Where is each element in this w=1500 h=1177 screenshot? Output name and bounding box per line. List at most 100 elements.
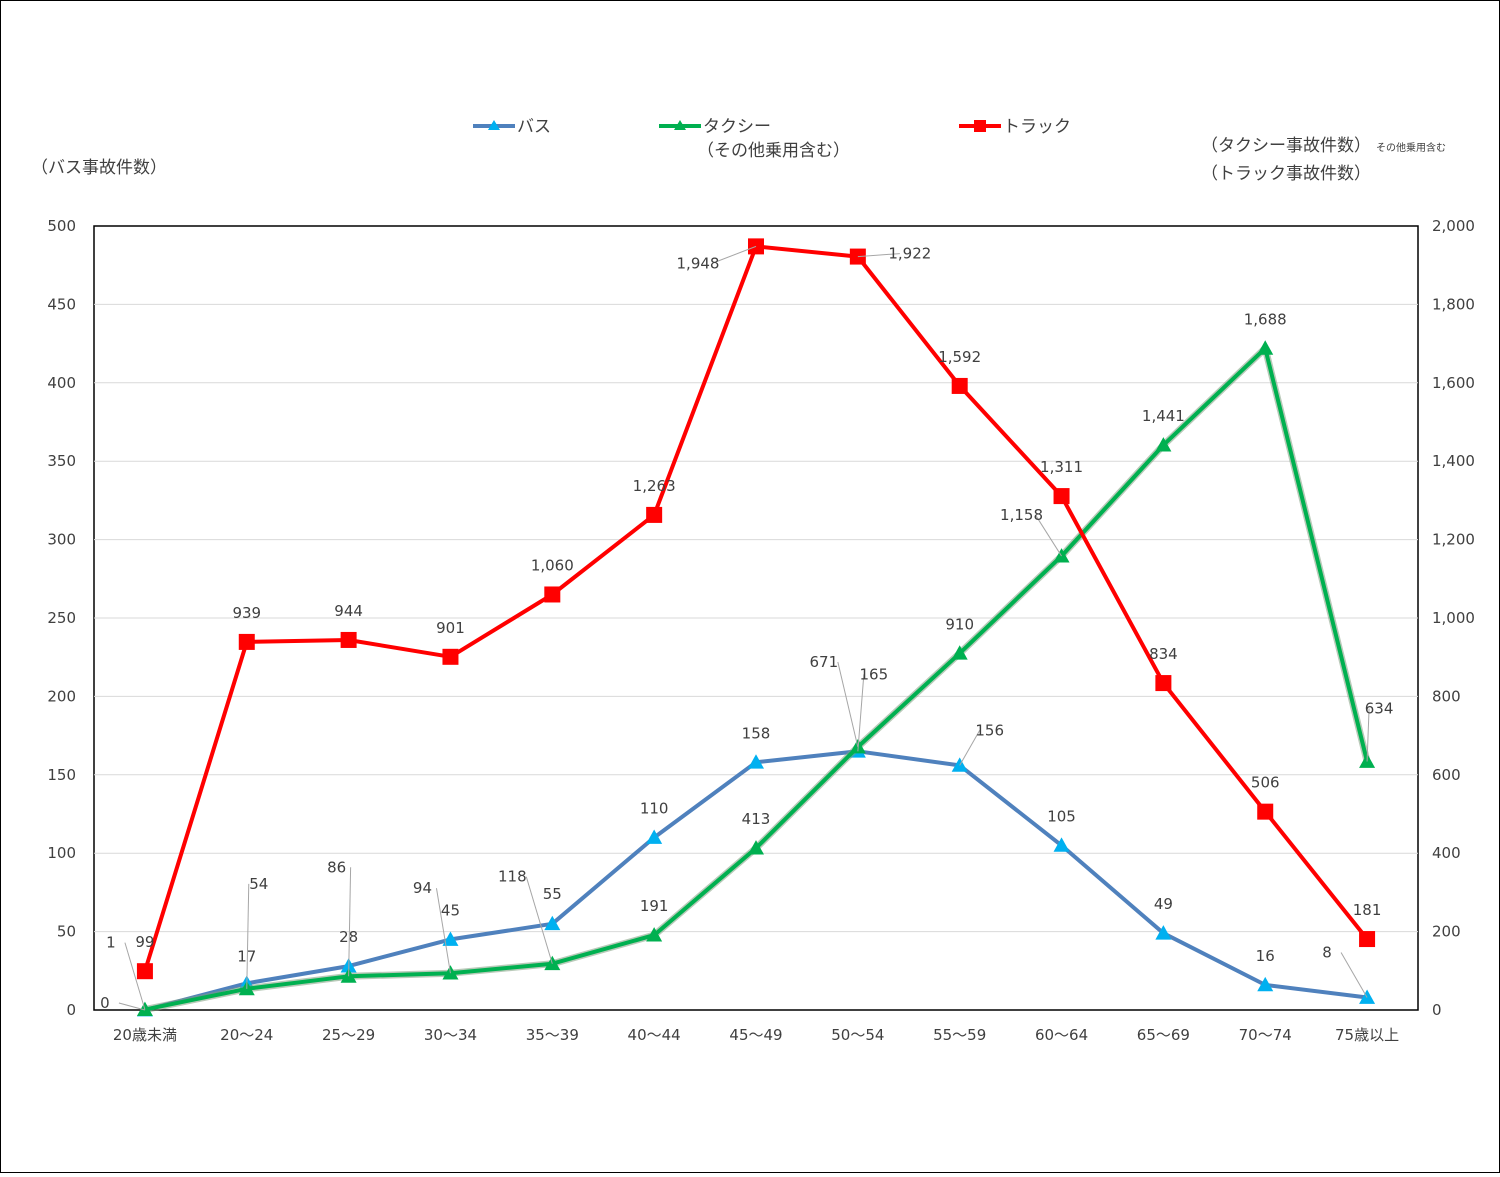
data-label-leader [711, 245, 757, 264]
x-tick-label: 45～49 [729, 1026, 782, 1044]
series-truck-point [136, 963, 153, 980]
data-label-bus: 16 [1256, 947, 1275, 965]
data-label-taxi: 118 [498, 868, 527, 886]
data-label-taxi: 1 [106, 934, 116, 952]
series-bus-line [144, 749, 1368, 1012]
series-truck-point [340, 631, 357, 648]
left-tick-label: 50 [57, 923, 76, 941]
left-tick-label: 500 [47, 217, 76, 235]
series-taxi-point [748, 840, 764, 855]
data-label-leader [124, 942, 146, 1010]
x-tick-label: 40～44 [628, 1026, 681, 1044]
data-label-taxi: 86 [327, 858, 346, 876]
data-label-truck: 901 [436, 619, 465, 637]
legend-taxi-label-line2: （その他乗用含む） [697, 141, 850, 161]
right-tick-label: 600 [1432, 766, 1461, 784]
data-label-bus: 158 [742, 724, 771, 742]
data-label-truck: 939 [232, 604, 261, 622]
series-bus-point [544, 915, 561, 931]
data-label-truck: 1,263 [633, 477, 676, 495]
x-tick-label: 50～54 [831, 1026, 884, 1044]
data-label-truck: 1,592 [938, 348, 981, 366]
data-label-taxi: 413 [742, 810, 771, 828]
right-tick-label: 1,000 [1432, 609, 1475, 627]
data-label-taxi: 54 [249, 875, 268, 893]
x-tick-label: 20歳未満 [113, 1026, 177, 1044]
right-tick-label: 1,400 [1432, 452, 1475, 470]
left-tick-label: 100 [47, 844, 76, 862]
data-label-truck: 181 [1353, 901, 1382, 919]
series-bus-point [1257, 976, 1274, 992]
left-tick-label: 400 [47, 374, 76, 392]
right-axis-title-truck: （トラック事故件数） [1201, 164, 1371, 184]
right-tick-label: 2,000 [1432, 217, 1475, 235]
legend-bus-marker-icon [488, 120, 500, 130]
data-label-bus: 28 [339, 928, 358, 946]
legend-bus-label: バス [517, 117, 551, 137]
series-taxi-line [144, 346, 1370, 1012]
data-label-bus: 49 [1154, 895, 1173, 913]
left-tick-label: 300 [47, 531, 76, 549]
left-tick-label: 450 [47, 295, 76, 313]
data-label-bus: 0 [100, 994, 110, 1012]
left-tick-label: 200 [47, 687, 76, 705]
data-label-taxi: 671 [810, 653, 839, 671]
data-label-bus: 8 [1322, 943, 1332, 961]
x-tick-label: 70～74 [1239, 1026, 1292, 1044]
data-label-taxi: 1,158 [1000, 506, 1043, 524]
series-taxi-line-shadow [144, 344, 1371, 1014]
left-tick-label: 250 [47, 609, 76, 627]
series-taxi-point [646, 927, 663, 942]
series-bus-point [748, 754, 764, 769]
right-tick-label: 1,600 [1432, 374, 1475, 392]
series-truck-point [951, 377, 968, 394]
data-label-leader [348, 867, 352, 977]
right-tick-label: 200 [1432, 923, 1461, 941]
data-label-bus: 165 [860, 665, 889, 683]
x-tick-label: 60～64 [1035, 1026, 1088, 1044]
right-tick-label: 1,200 [1432, 531, 1475, 549]
series-bus-point [1053, 837, 1070, 852]
data-label-taxi: 94 [413, 879, 432, 897]
series-truck-point [646, 506, 663, 523]
data-label-truck: 99 [135, 933, 154, 951]
data-label-bus: 45 [441, 901, 460, 919]
left-axis-ticks: 0 50 100 150 200 250 300 350 400 450 500 [47, 217, 76, 1019]
x-axis-ticks: 20歳未満 20～24 25～29 30～34 35～39 40～44 45～49 50～54… [113, 1026, 1399, 1044]
series-taxi-point [951, 645, 968, 660]
data-label-leader [525, 876, 553, 964]
data-label-bus: 55 [543, 885, 562, 903]
right-axis-title-note: その他乗用含む [1376, 141, 1446, 154]
data-label-bus: 110 [640, 800, 669, 818]
data-label-truck: 834 [1149, 645, 1178, 663]
data-label-leader [959, 730, 981, 766]
left-axis-title: （バス事故件数） [31, 158, 167, 178]
x-tick-label: 65～69 [1137, 1026, 1190, 1044]
left-tick-label: 0 [66, 1001, 76, 1019]
series-truck-point [544, 586, 561, 603]
series-truck-point [1359, 931, 1376, 948]
data-label-taxi: 1,441 [1142, 407, 1185, 425]
x-tick-label: 25～29 [322, 1026, 375, 1044]
right-tick-label: 400 [1432, 844, 1461, 862]
data-label-bus: 156 [975, 721, 1004, 739]
legend-taxi-marker-icon [674, 120, 686, 130]
data-label-leader [857, 674, 865, 752]
series-bus-point [442, 931, 459, 946]
x-tick-label: 55～59 [933, 1026, 986, 1044]
series-bus-point [1155, 925, 1172, 940]
data-label-truck: 944 [334, 602, 363, 620]
data-label-leader [1340, 952, 1368, 998]
x-tick-label: 75歳以上 [1335, 1026, 1399, 1044]
right-axis-title-taxi: （タクシー事故件数） [1201, 136, 1371, 156]
right-axis-ticks: 0 200 400 600 800 1,000 1,200 1,400 1,600 1,800 2,… [1432, 217, 1475, 1019]
data-label-leader [1035, 514, 1062, 557]
series-truck-point [1155, 675, 1172, 692]
legend-taxi-label: タクシー [703, 117, 771, 137]
data-label-leader [246, 883, 250, 989]
data-label-truck: 1,311 [1040, 458, 1083, 476]
data-label-taxi: 1,688 [1244, 310, 1287, 328]
right-tick-label: 1,800 [1432, 295, 1475, 313]
data-label-leader [837, 661, 859, 748]
right-tick-label: 0 [1432, 1001, 1442, 1019]
